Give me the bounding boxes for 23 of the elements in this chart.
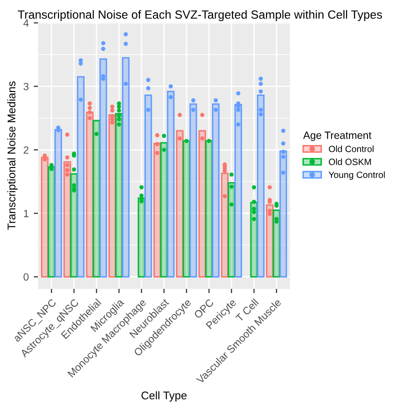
- bar: [160, 142, 168, 278]
- bar: [76, 76, 85, 278]
- y-tick-label: 0: [24, 273, 29, 281]
- y-tick-label: 2: [24, 146, 28, 154]
- y-tick-label: 3: [24, 82, 29, 90]
- y-axis-title: Transcriptional Noise Medians: [7, 81, 18, 230]
- bar: [99, 58, 108, 278]
- bar: [144, 94, 152, 278]
- y-tick-label: 4: [23, 19, 29, 27]
- bar: [122, 57, 130, 278]
- legend-label: Old Control: [328, 146, 374, 152]
- bar: [205, 140, 213, 278]
- bar: [92, 120, 100, 278]
- x-axis-title: Cell Type: [142, 391, 187, 402]
- bar: [228, 182, 236, 278]
- legend-label: Young Control: [328, 171, 385, 180]
- bar: [166, 90, 175, 278]
- bar: [182, 140, 190, 278]
- y-tick-label: 1: [24, 210, 28, 218]
- legend-label: Old OSKM: [328, 158, 371, 166]
- bar: [279, 150, 288, 278]
- chart-title: Transcriptional Noise of Each SVZ-Targeted Sample within Cell Types: [18, 10, 382, 22]
- legend-title: Age Treatment: [303, 132, 372, 141]
